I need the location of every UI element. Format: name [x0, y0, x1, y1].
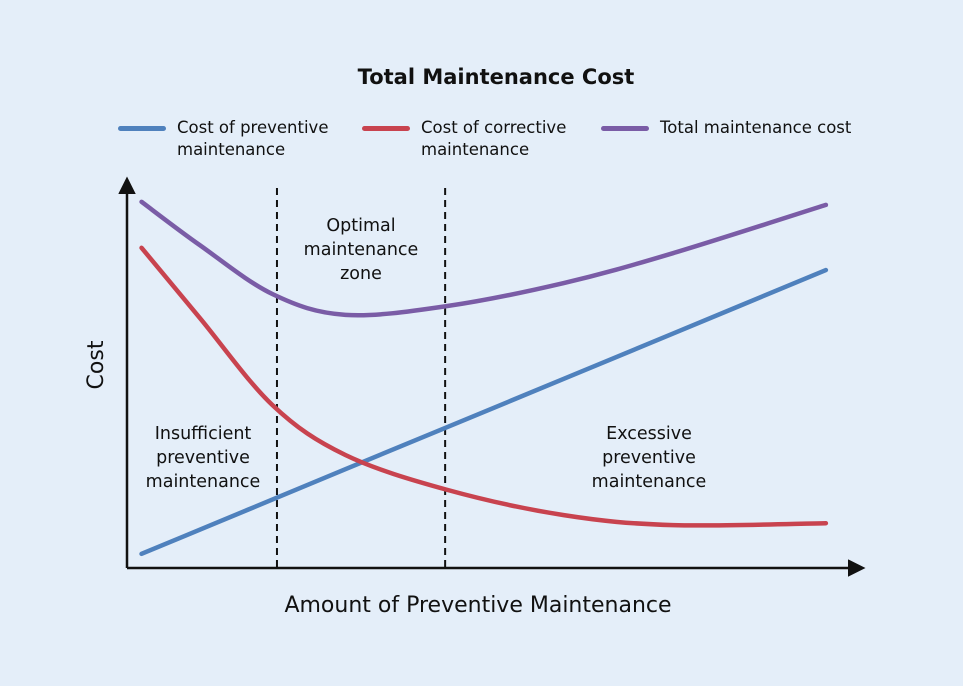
- legend-label: Total maintenance cost: [660, 118, 852, 137]
- annotation: maintenance: [146, 472, 261, 492]
- annotation: preventive: [156, 448, 250, 468]
- y-axis-label: Cost: [84, 340, 109, 389]
- series-line: [139, 199, 829, 318]
- annotation: maintenance: [592, 472, 707, 492]
- legend-item: Cost of preventive maintenance: [118, 117, 357, 161]
- legend-label: Cost of preventive maintenance: [177, 118, 329, 159]
- annotation: Excessive: [606, 424, 692, 444]
- series-line: [139, 267, 829, 557]
- series-line: [139, 245, 829, 528]
- annotation: preventive: [602, 448, 696, 468]
- legend-swatch: [362, 126, 410, 131]
- legend-swatch: [601, 126, 649, 131]
- annotation: zone: [340, 264, 382, 284]
- annotation: Insufficient: [155, 424, 252, 444]
- annotation: maintenance: [304, 240, 419, 260]
- chart-title: Total Maintenance Cost: [358, 65, 635, 89]
- legend-item: Cost of corrective maintenance: [362, 117, 601, 161]
- legend-label: Cost of corrective maintenance: [421, 118, 567, 159]
- x-axis-label: Amount of Preventive Maintenance: [284, 593, 671, 618]
- legend-item: Total maintenance cost: [601, 117, 880, 139]
- annotation: Optimal: [326, 216, 395, 236]
- legend-swatch: [118, 126, 166, 131]
